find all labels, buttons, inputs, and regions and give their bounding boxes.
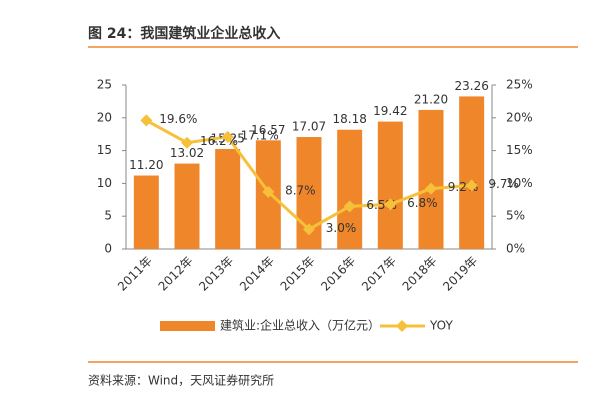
x-tick-label: 2016年 (318, 254, 358, 294)
source-note: 资料来源：Wind，天风证券研究所 (88, 373, 274, 388)
y-tick-label: 25 (97, 78, 112, 92)
legend-swatch (396, 320, 408, 332)
bar-value-label: 16.57 (251, 123, 285, 137)
legend-label: YOY (429, 319, 453, 333)
bar-value-label: 18.18 (332, 112, 366, 126)
y-tick-label: 5 (104, 209, 112, 223)
line-value-label: 6.8% (407, 196, 438, 210)
bar (337, 129, 363, 249)
line-marker (384, 198, 397, 211)
bar-value-label: 11.20 (129, 158, 163, 172)
line-marker (303, 223, 315, 236)
x-tick-label: 2019年 (440, 254, 480, 294)
bar (215, 148, 241, 249)
line-marker (343, 200, 356, 213)
y2-tick-label: 25% (506, 78, 533, 92)
y-tick-label: 10 (97, 176, 112, 190)
y2-tick-label: 20% (506, 110, 533, 124)
line-marker (221, 130, 234, 143)
line-value-label: 17.1% (241, 128, 279, 142)
y-tick-label: 0 (104, 242, 112, 256)
y2-tick-label: 5% (506, 209, 525, 223)
bar-value-label: 17.07 (292, 120, 326, 134)
x-tick-label: 2013年 (196, 254, 236, 294)
y-tick-label: 20 (97, 110, 112, 124)
y2-tick-label: 0% (506, 242, 525, 256)
bar (377, 121, 403, 249)
x-tick-label: 2011年 (115, 254, 155, 294)
y2-tick-label: 10% (506, 176, 533, 190)
line-marker (262, 185, 275, 198)
bar-value-label: 21.20 (414, 92, 448, 106)
y2-tick-label: 15% (506, 143, 533, 157)
legend-label: 建筑业:企业总收入（万亿元） (220, 318, 380, 333)
line-marker (181, 136, 193, 149)
y-tick-label: 15 (97, 143, 112, 157)
line-marker (140, 114, 153, 127)
legend-swatch (160, 321, 215, 331)
line-value-label: 8.7% (285, 183, 316, 197)
line-value-label: 9.7% (488, 177, 519, 191)
line-marker (425, 182, 437, 195)
bar-value-label: 19.42 (373, 104, 407, 118)
bar-value-label: 13.02 (170, 146, 204, 160)
x-tick-label: 2018年 (400, 254, 440, 294)
line-value-label: 3.0% (326, 221, 357, 235)
bar-value-label: 23.26 (454, 79, 488, 93)
bar (418, 109, 444, 249)
bar (174, 163, 200, 249)
x-tick-label: 2012年 (156, 254, 196, 294)
line-value-label: 19.6% (159, 112, 197, 126)
line-marker (465, 179, 478, 192)
bar (133, 175, 159, 249)
chart-title: 图 24：我国建筑业企业总收入 (88, 25, 280, 42)
x-tick-label: 2017年 (359, 254, 399, 294)
x-tick-label: 2014年 (237, 254, 277, 294)
bar (459, 96, 485, 249)
x-tick-label: 2015年 (278, 254, 318, 294)
